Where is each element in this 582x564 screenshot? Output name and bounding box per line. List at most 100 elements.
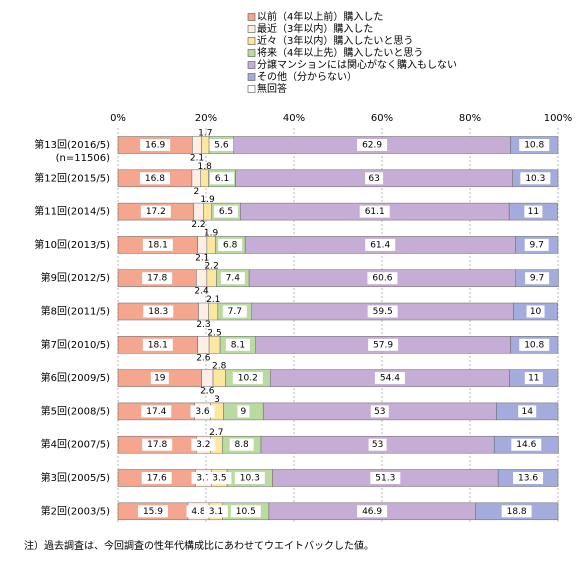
value-label: 13.6 (518, 474, 538, 484)
value-label: 1.7 (198, 129, 212, 139)
category-label: 第13回(2016/5) (34, 138, 110, 151)
value-label: 59.5 (373, 307, 393, 317)
value-label: 17.4 (146, 407, 166, 417)
value-label: 9.7 (529, 240, 543, 250)
value-label-bg (524, 372, 543, 385)
value-label: 3.1 (209, 507, 223, 517)
value-label: 51.3 (375, 474, 395, 484)
value-label: 7.7 (228, 307, 242, 317)
value-label-bg (524, 238, 549, 251)
value-label-bg (359, 205, 390, 218)
category-note: (n=11506) (56, 153, 110, 164)
value-label: 53 (372, 440, 383, 450)
legend-label: 以前（4年以上前）購入した (257, 10, 383, 23)
value-label-bg (140, 139, 171, 151)
value-label: 9.7 (530, 274, 544, 284)
value-label: 10.5 (236, 507, 256, 517)
value-label: 18.8 (507, 507, 527, 517)
value-label-bg (367, 305, 398, 318)
value-label-bg (519, 139, 550, 151)
value-label: 14 (521, 407, 533, 417)
value-label-bg (367, 272, 398, 285)
x-tick-label: 20% (195, 113, 217, 124)
legend-swatch (247, 73, 256, 81)
value-label-bg (525, 272, 550, 285)
value-label: 11 (528, 207, 539, 217)
category-label: 第6回(2009/5) (41, 371, 110, 384)
bar-segment (196, 269, 208, 287)
value-label: 61.4 (370, 240, 390, 250)
value-label-bg (524, 205, 543, 218)
value-label: 1.9 (200, 195, 215, 205)
bar-segment (208, 336, 221, 354)
value-label-bg (501, 505, 532, 518)
value-label-bg (143, 305, 174, 318)
category-label: 第8回(2011/5) (41, 305, 110, 318)
category-label: 第10回(2013/5) (34, 238, 110, 251)
value-label: 1.8 (198, 162, 213, 172)
value-label-bg (218, 238, 243, 251)
value-label: 9 (241, 407, 247, 417)
value-label-bg (368, 438, 387, 451)
value-label-bg (357, 139, 388, 151)
category-label: 第4回(2007/5) (41, 438, 110, 451)
value-label: 2.4 (194, 287, 209, 297)
legend-swatch (247, 25, 256, 33)
value-label: 18.1 (148, 240, 168, 250)
value-label: 3 (214, 395, 220, 405)
value-label: 16.9 (145, 141, 165, 151)
value-label: 16.8 (145, 174, 165, 184)
bar-segment (193, 202, 204, 221)
value-label-bg (520, 172, 551, 185)
value-label: 10.3 (240, 474, 260, 484)
value-label-bg (357, 505, 388, 518)
value-label-bg (526, 305, 545, 318)
value-label: 2.6 (200, 387, 215, 397)
value-label-bg (365, 172, 384, 185)
category-label: 第11回(2014/5) (34, 205, 110, 218)
value-label-bg (222, 305, 247, 318)
value-label-bg (139, 172, 170, 185)
value-label-bg (374, 372, 405, 385)
value-label-bg (142, 238, 173, 251)
value-label: 11 (528, 374, 539, 384)
value-label-bg (365, 238, 396, 251)
value-label: 3.6 (195, 407, 210, 417)
value-label: 2.1 (206, 295, 220, 305)
footnote: 注）過去調査は、今回調査の性年代構成比にあわせてウエイトバックした値。 (24, 539, 374, 552)
value-label: 62.9 (362, 141, 382, 151)
x-tick-label: 100% (544, 113, 573, 124)
value-label-bg (142, 272, 173, 285)
value-label-bg (370, 405, 389, 418)
value-label: 2.3 (196, 320, 210, 330)
legend-label: 将来（4年以上先）購入したいと思う (257, 46, 423, 59)
value-label: 2.8 (212, 362, 227, 372)
value-label-bg (141, 405, 172, 418)
value-label: 19 (154, 374, 166, 384)
value-label-bg (142, 338, 173, 351)
value-label-bg (210, 172, 235, 185)
value-label: 2 (193, 187, 199, 197)
value-label: 17.8 (147, 440, 167, 450)
bar-segment (198, 302, 209, 321)
value-label: 8.8 (234, 440, 249, 450)
bar-segment (212, 369, 226, 387)
value-label: 18.3 (148, 307, 168, 317)
value-label: 3.5 (212, 474, 226, 484)
value-label: 63 (368, 174, 379, 184)
value-label: 14.6 (516, 440, 536, 450)
value-label-bg (511, 438, 542, 451)
value-label: 8.1 (231, 340, 245, 350)
value-label-bg (214, 205, 239, 218)
legend-label: 無回答 (257, 82, 287, 95)
legend-swatch (247, 13, 256, 21)
x-tick-label: 40% (283, 113, 305, 124)
value-label-bg (230, 505, 261, 518)
value-label-bg (232, 372, 263, 385)
value-label: 2.2 (205, 262, 219, 272)
bar-segment (197, 236, 208, 254)
value-label: 53 (374, 407, 385, 417)
bar-segment (208, 302, 219, 321)
value-label: 10.8 (524, 141, 544, 151)
